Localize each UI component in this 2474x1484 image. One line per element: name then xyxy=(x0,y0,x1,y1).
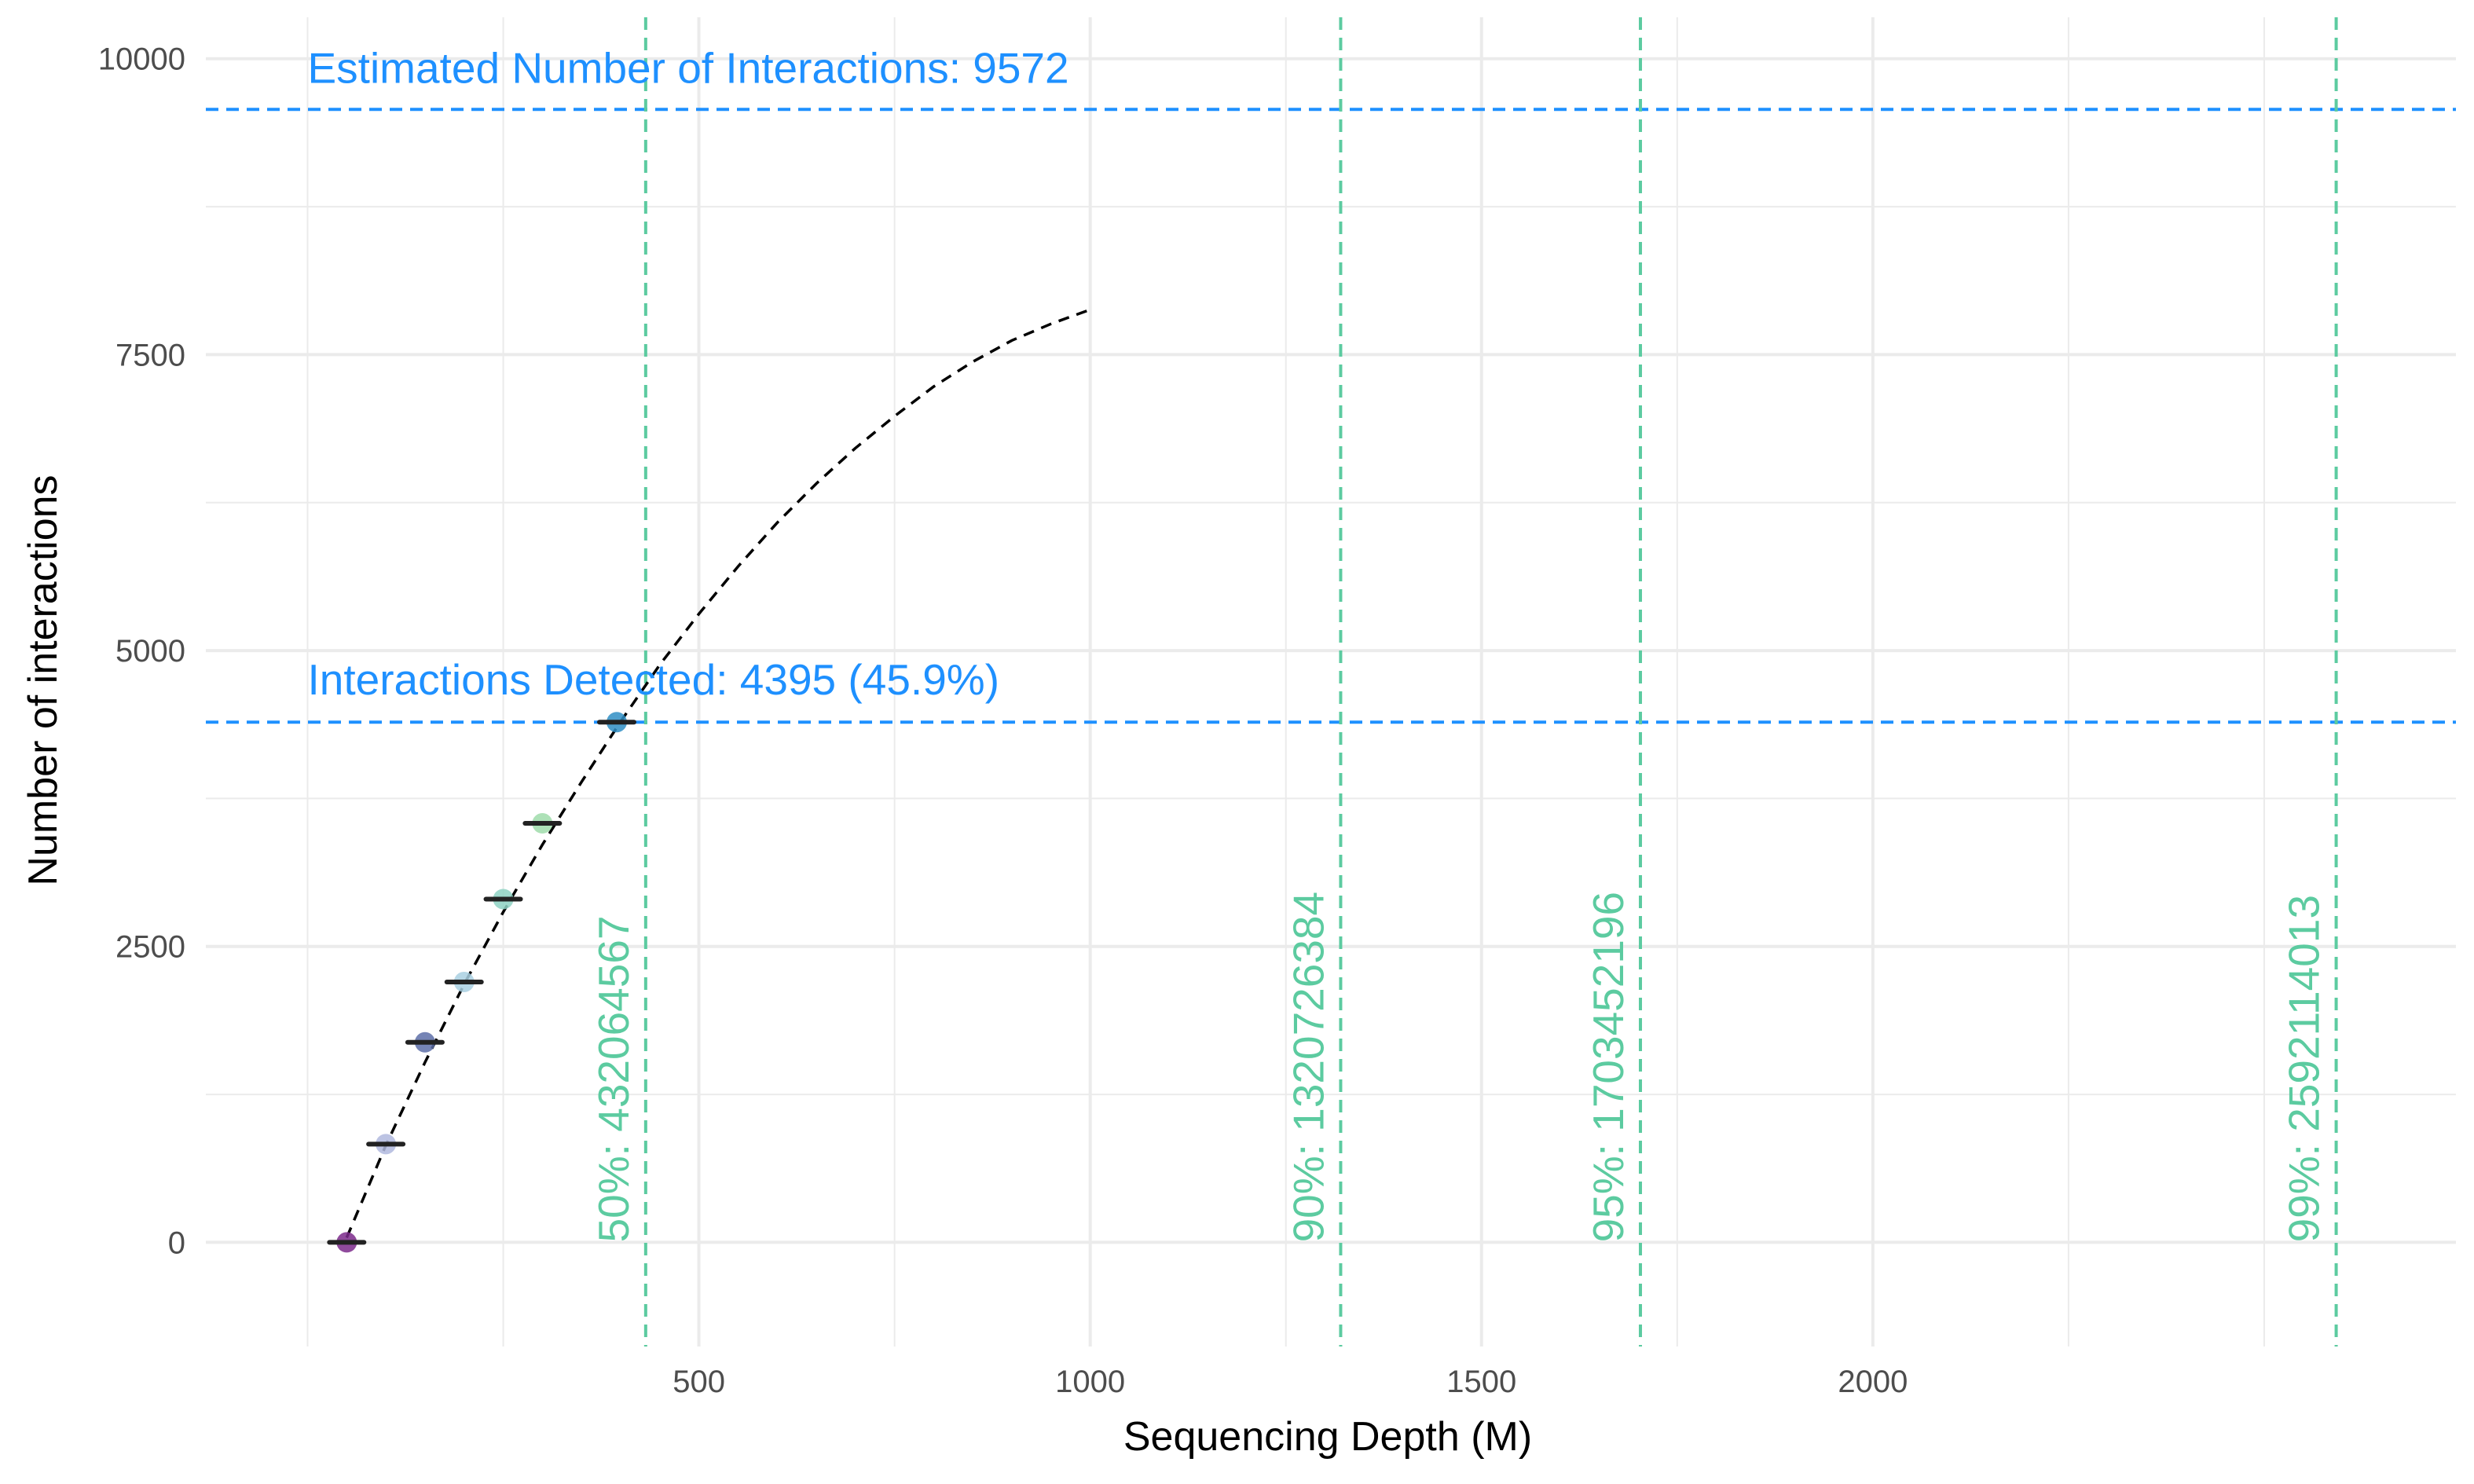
vline-label: 99%: 2592114013 xyxy=(2280,895,2329,1242)
x-tick-label: 2000 xyxy=(1838,1365,1908,1399)
y-tick-label: 2500 xyxy=(115,930,185,965)
data-points xyxy=(327,712,636,1253)
x-axis-tick-labels: 500 1000 1500 2000 xyxy=(673,1365,1908,1399)
saturation-reference-lines xyxy=(643,17,2338,1347)
vline-labels: 50%: 432064567 90%: 1320726384 95%: 170345… xyxy=(589,892,2329,1243)
hline-label: Interactions Detected: 4395 (45.9%) xyxy=(308,655,1000,704)
x-axis-title: Sequencing Depth (M) xyxy=(1123,1414,1532,1460)
vline-label: 50%: 432064567 xyxy=(589,915,638,1242)
y-tick-label: 0 xyxy=(168,1226,185,1260)
y-tick-label: 7500 xyxy=(115,338,185,372)
x-tick-label: 1000 xyxy=(1055,1365,1125,1399)
hline-label: Estimated Number of Interactions: 9572 xyxy=(308,43,1069,92)
detected-reference-lines xyxy=(206,108,2456,724)
fit-curve-layer xyxy=(345,308,1091,1239)
major-gridlines xyxy=(206,17,2456,1347)
fit-curve xyxy=(345,308,1091,1239)
hline-labels: Estimated Number of Interactions: 9572 In… xyxy=(308,43,1069,704)
x-tick-label: 1500 xyxy=(1446,1365,1516,1399)
vline-label: 90%: 1320726384 xyxy=(1284,892,1332,1243)
vline-label: 95%: 1703452196 xyxy=(1584,892,1633,1243)
y-axis-tick-labels: 0 2500 5000 7500 10000 xyxy=(98,42,185,1261)
minor-gridlines xyxy=(206,17,2456,1347)
y-axis-title: Number of interactions xyxy=(20,475,66,885)
x-tick-label: 500 xyxy=(673,1365,725,1399)
y-tick-label: 5000 xyxy=(115,634,185,669)
y-tick-label: 10000 xyxy=(98,42,185,77)
